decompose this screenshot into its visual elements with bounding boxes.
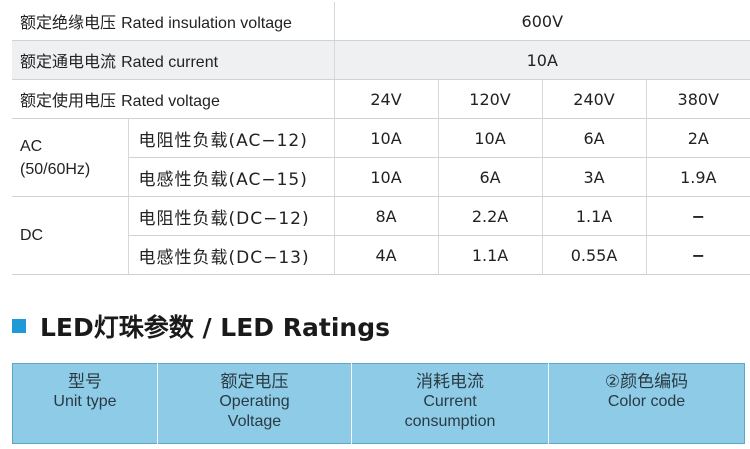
rated-voltage-label: 额定使用电压 Rated voltage bbox=[12, 79, 335, 119]
rated-insulation-voltage-label: 额定绝缘电压 Rated insulation voltage bbox=[12, 2, 335, 41]
table-row: 额定绝缘电压 Rated insulation voltage 600V bbox=[12, 2, 750, 41]
rated-current-value: 10A bbox=[334, 40, 750, 80]
table-cell: 0.55A bbox=[542, 235, 647, 275]
table-cell: 1.1A bbox=[438, 235, 543, 275]
table-cell: 8A bbox=[334, 196, 439, 236]
column-header-color-code: ②颜色编码 Color code bbox=[604, 372, 689, 410]
led-section-heading: LED灯珠参数 / LED Ratings bbox=[12, 308, 390, 344]
ac12-label: 电阻性负载(AC−12) bbox=[128, 118, 335, 158]
table-cell: 6A bbox=[438, 157, 543, 197]
contact-ratings-table: 额定绝缘电压 Rated insulation voltage 600V 额定通… bbox=[12, 2, 750, 275]
voltage-column-header: 120V bbox=[438, 79, 543, 119]
table-row: 电感性负载(DC−13) 4A 1.1A 0.55A − bbox=[12, 235, 750, 275]
led-ratings-header-table: 型号 Unit type 额定电压 Operating Voltage 消耗电流… bbox=[12, 363, 745, 444]
table-cell: 1.1A bbox=[542, 196, 647, 236]
table-cell: 10A bbox=[334, 157, 439, 197]
ac15-label: 电感性负载(AC−15) bbox=[128, 157, 335, 197]
table-cell: 4A bbox=[334, 235, 439, 275]
table-row: 电感性负载(AC−15) 10A 6A 3A 1.9A bbox=[12, 157, 750, 197]
dc-group-label: DC bbox=[12, 196, 129, 275]
table-cell: 10A bbox=[438, 118, 543, 158]
section-title: LED灯珠参数 / LED Ratings bbox=[40, 313, 390, 342]
voltage-column-header: 240V bbox=[542, 79, 647, 119]
dc13-label: 电感性负载(DC−13) bbox=[128, 235, 335, 275]
table-cell: 1.9A bbox=[646, 157, 750, 197]
column-header-current-consumption: 消耗电流 Current consumption bbox=[351, 363, 549, 444]
table-row: AC (50/60Hz) 电阻性负载(AC−12) 10A 10A 6A 2A bbox=[12, 118, 750, 197]
voltage-column-header: 24V bbox=[334, 79, 439, 119]
rated-insulation-voltage-value: 600V bbox=[334, 2, 750, 41]
table-cell: 6A bbox=[542, 118, 647, 158]
table-cell: − bbox=[646, 196, 750, 236]
table-cell: 3A bbox=[542, 157, 647, 197]
heading-square-icon bbox=[12, 319, 26, 333]
table-row: 额定使用电压 Rated voltage 24V 120V 240V 380V bbox=[12, 79, 750, 119]
table-cell: 2A bbox=[646, 118, 750, 158]
table-row: 额定通电电流 Rated current 10A bbox=[12, 40, 750, 80]
column-header-operating-voltage: 额定电压 Operating Voltage bbox=[157, 363, 352, 444]
table-cell: 2.2A bbox=[438, 196, 543, 236]
dc12-label: 电阻性负载(DC−12) bbox=[128, 196, 335, 236]
voltage-column-header: 380V bbox=[646, 79, 750, 119]
table-row: DC 电阻性负载(DC−12) 8A 2.2A 1.1A − bbox=[12, 196, 750, 275]
column-header-unit-type: 型号 Unit type bbox=[12, 363, 158, 444]
table-cell: − bbox=[646, 235, 750, 275]
table-cell: 10A bbox=[334, 118, 439, 158]
table-row: 型号 Unit type 额定电压 Operating Voltage 消耗电流… bbox=[12, 363, 745, 444]
rated-current-label: 额定通电电流 Rated current bbox=[12, 40, 335, 80]
ac-group-label: AC (50/60Hz) bbox=[12, 118, 129, 197]
